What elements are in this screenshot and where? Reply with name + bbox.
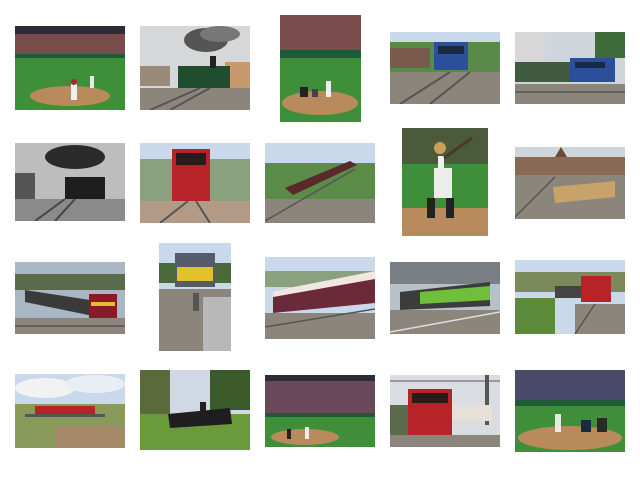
thumb-steam-locomotive-bw <box>15 143 125 221</box>
thumb-luxury-coaches <box>265 257 375 339</box>
thumb-freight-diesel <box>15 262 125 334</box>
thumb-red-diesel-front <box>140 143 250 223</box>
thumb-steam-locomotive-woods <box>140 370 250 450</box>
thumb-blue-electric-city <box>515 32 625 104</box>
thumb-red-electric-locomotive <box>390 375 500 447</box>
thumb-baseball-batter-catcher <box>515 370 625 452</box>
thumb-youth-batter <box>402 128 488 236</box>
thumb-red-diesel-yard <box>515 260 625 334</box>
thumb-bridge-landscape <box>15 374 125 448</box>
thumb-steam-train-smoke <box>140 26 250 110</box>
thumb-yellow-front-diesel <box>159 243 231 351</box>
thumb-station-yard-town <box>515 147 625 219</box>
thumb-maroon-passenger-train <box>265 143 375 223</box>
thumb-baseball-batter-1 <box>280 15 361 122</box>
thumb-baseball-stadium-wide <box>265 375 375 447</box>
thumb-blue-locomotive <box>390 32 500 104</box>
thumb-green-regional-train <box>390 262 500 334</box>
thumb-baseball-stadium-1 <box>15 26 125 110</box>
